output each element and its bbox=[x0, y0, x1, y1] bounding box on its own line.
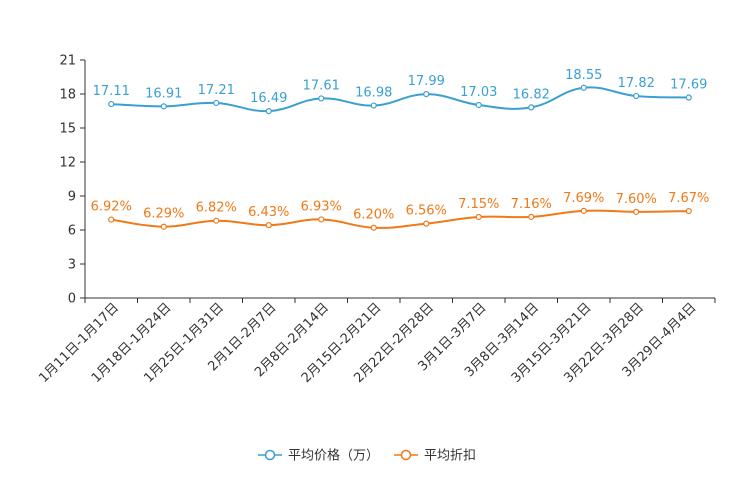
legend-label: 平均折扣 bbox=[424, 449, 476, 464]
data-point[interactable] bbox=[580, 84, 587, 91]
data-label: 17.69 bbox=[670, 78, 707, 93]
data-label: 6.82% bbox=[196, 201, 237, 216]
legend-label: 平均价格（万） bbox=[288, 448, 379, 464]
data-label: 6.92% bbox=[91, 200, 132, 215]
data-point[interactable] bbox=[685, 207, 692, 215]
legend-swatch-marker bbox=[264, 449, 276, 461]
y-tick-label: 15 bbox=[59, 122, 76, 137]
y-tick-label: 9 bbox=[68, 190, 76, 205]
data-point[interactable] bbox=[685, 94, 692, 101]
data-point[interactable] bbox=[160, 103, 167, 110]
data-label: 17.03 bbox=[460, 85, 497, 100]
data-point[interactable] bbox=[318, 95, 325, 102]
data-label: 16.91 bbox=[145, 86, 182, 101]
data-point[interactable] bbox=[108, 216, 115, 223]
data-label: 6.56% bbox=[406, 204, 447, 219]
data-label: 16.82 bbox=[513, 87, 550, 102]
data-point[interactable] bbox=[108, 100, 115, 108]
data-point[interactable] bbox=[528, 213, 535, 220]
data-point[interactable] bbox=[370, 102, 377, 109]
data-label: 7.60% bbox=[616, 192, 657, 207]
data-label: 18.55 bbox=[565, 68, 602, 83]
y-tick-label: 0 bbox=[68, 292, 76, 307]
data-label: 17.21 bbox=[198, 83, 235, 98]
data-label: 6.29% bbox=[143, 207, 184, 222]
data-label: 17.61 bbox=[303, 78, 340, 93]
data-label: 7.16% bbox=[511, 197, 552, 212]
series-line-2 bbox=[111, 209, 689, 229]
data-label: 6.20% bbox=[353, 208, 394, 223]
data-point[interactable] bbox=[213, 217, 220, 224]
legend-swatch-marker bbox=[400, 449, 412, 461]
data-point[interactable] bbox=[213, 99, 220, 107]
y-tick-label: 3 bbox=[68, 258, 76, 273]
data-point[interactable] bbox=[370, 224, 377, 231]
data-point[interactable] bbox=[475, 213, 482, 221]
data-point[interactable] bbox=[633, 208, 640, 215]
data-point[interactable] bbox=[265, 108, 272, 115]
data-label: 7.15% bbox=[458, 197, 499, 212]
data-point[interactable] bbox=[423, 91, 430, 98]
data-label: 17.11 bbox=[93, 84, 130, 99]
data-label: 6.93% bbox=[301, 199, 342, 214]
legend-item-2[interactable]: 平均折扣 bbox=[394, 449, 476, 464]
legend-item-1[interactable]: 平均价格（万） bbox=[258, 448, 379, 464]
data-label: 7.67% bbox=[668, 191, 709, 206]
series-line-1 bbox=[111, 86, 689, 113]
data-label: 6.43% bbox=[248, 205, 289, 220]
data-label: 16.98 bbox=[355, 86, 392, 101]
data-label: 16.49 bbox=[250, 91, 287, 106]
data-label: 17.82 bbox=[618, 76, 655, 91]
data-point[interactable] bbox=[318, 216, 325, 223]
y-tick-label: 21 bbox=[59, 54, 76, 69]
data-label: 7.69% bbox=[563, 191, 604, 206]
y-tick-label: 18 bbox=[59, 88, 76, 103]
data-point[interactable] bbox=[528, 104, 535, 111]
y-tick-label: 12 bbox=[59, 156, 76, 171]
data-label: 17.99 bbox=[408, 74, 445, 89]
data-point[interactable] bbox=[265, 222, 272, 229]
y-tick-label: 6 bbox=[68, 224, 76, 239]
data-point[interactable] bbox=[633, 92, 640, 100]
data-point[interactable] bbox=[580, 207, 587, 214]
data-point[interactable] bbox=[160, 223, 167, 230]
data-point[interactable] bbox=[475, 101, 482, 109]
data-point[interactable] bbox=[423, 220, 430, 227]
